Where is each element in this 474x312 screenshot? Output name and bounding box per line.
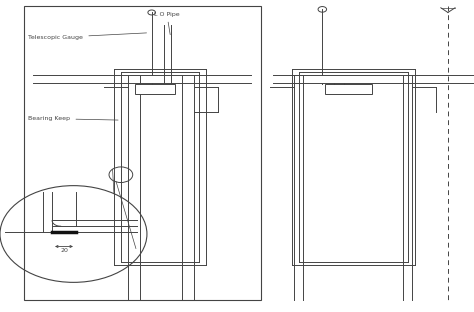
Bar <box>24 6 261 300</box>
Text: Bearing Keep: Bearing Keep <box>28 116 118 121</box>
Text: Telescopic Gauge: Telescopic Gauge <box>28 33 146 40</box>
Bar <box>325 84 372 94</box>
Text: 20: 20 <box>60 248 68 253</box>
Text: L O Pipe: L O Pipe <box>154 12 180 35</box>
Bar <box>135 84 175 94</box>
